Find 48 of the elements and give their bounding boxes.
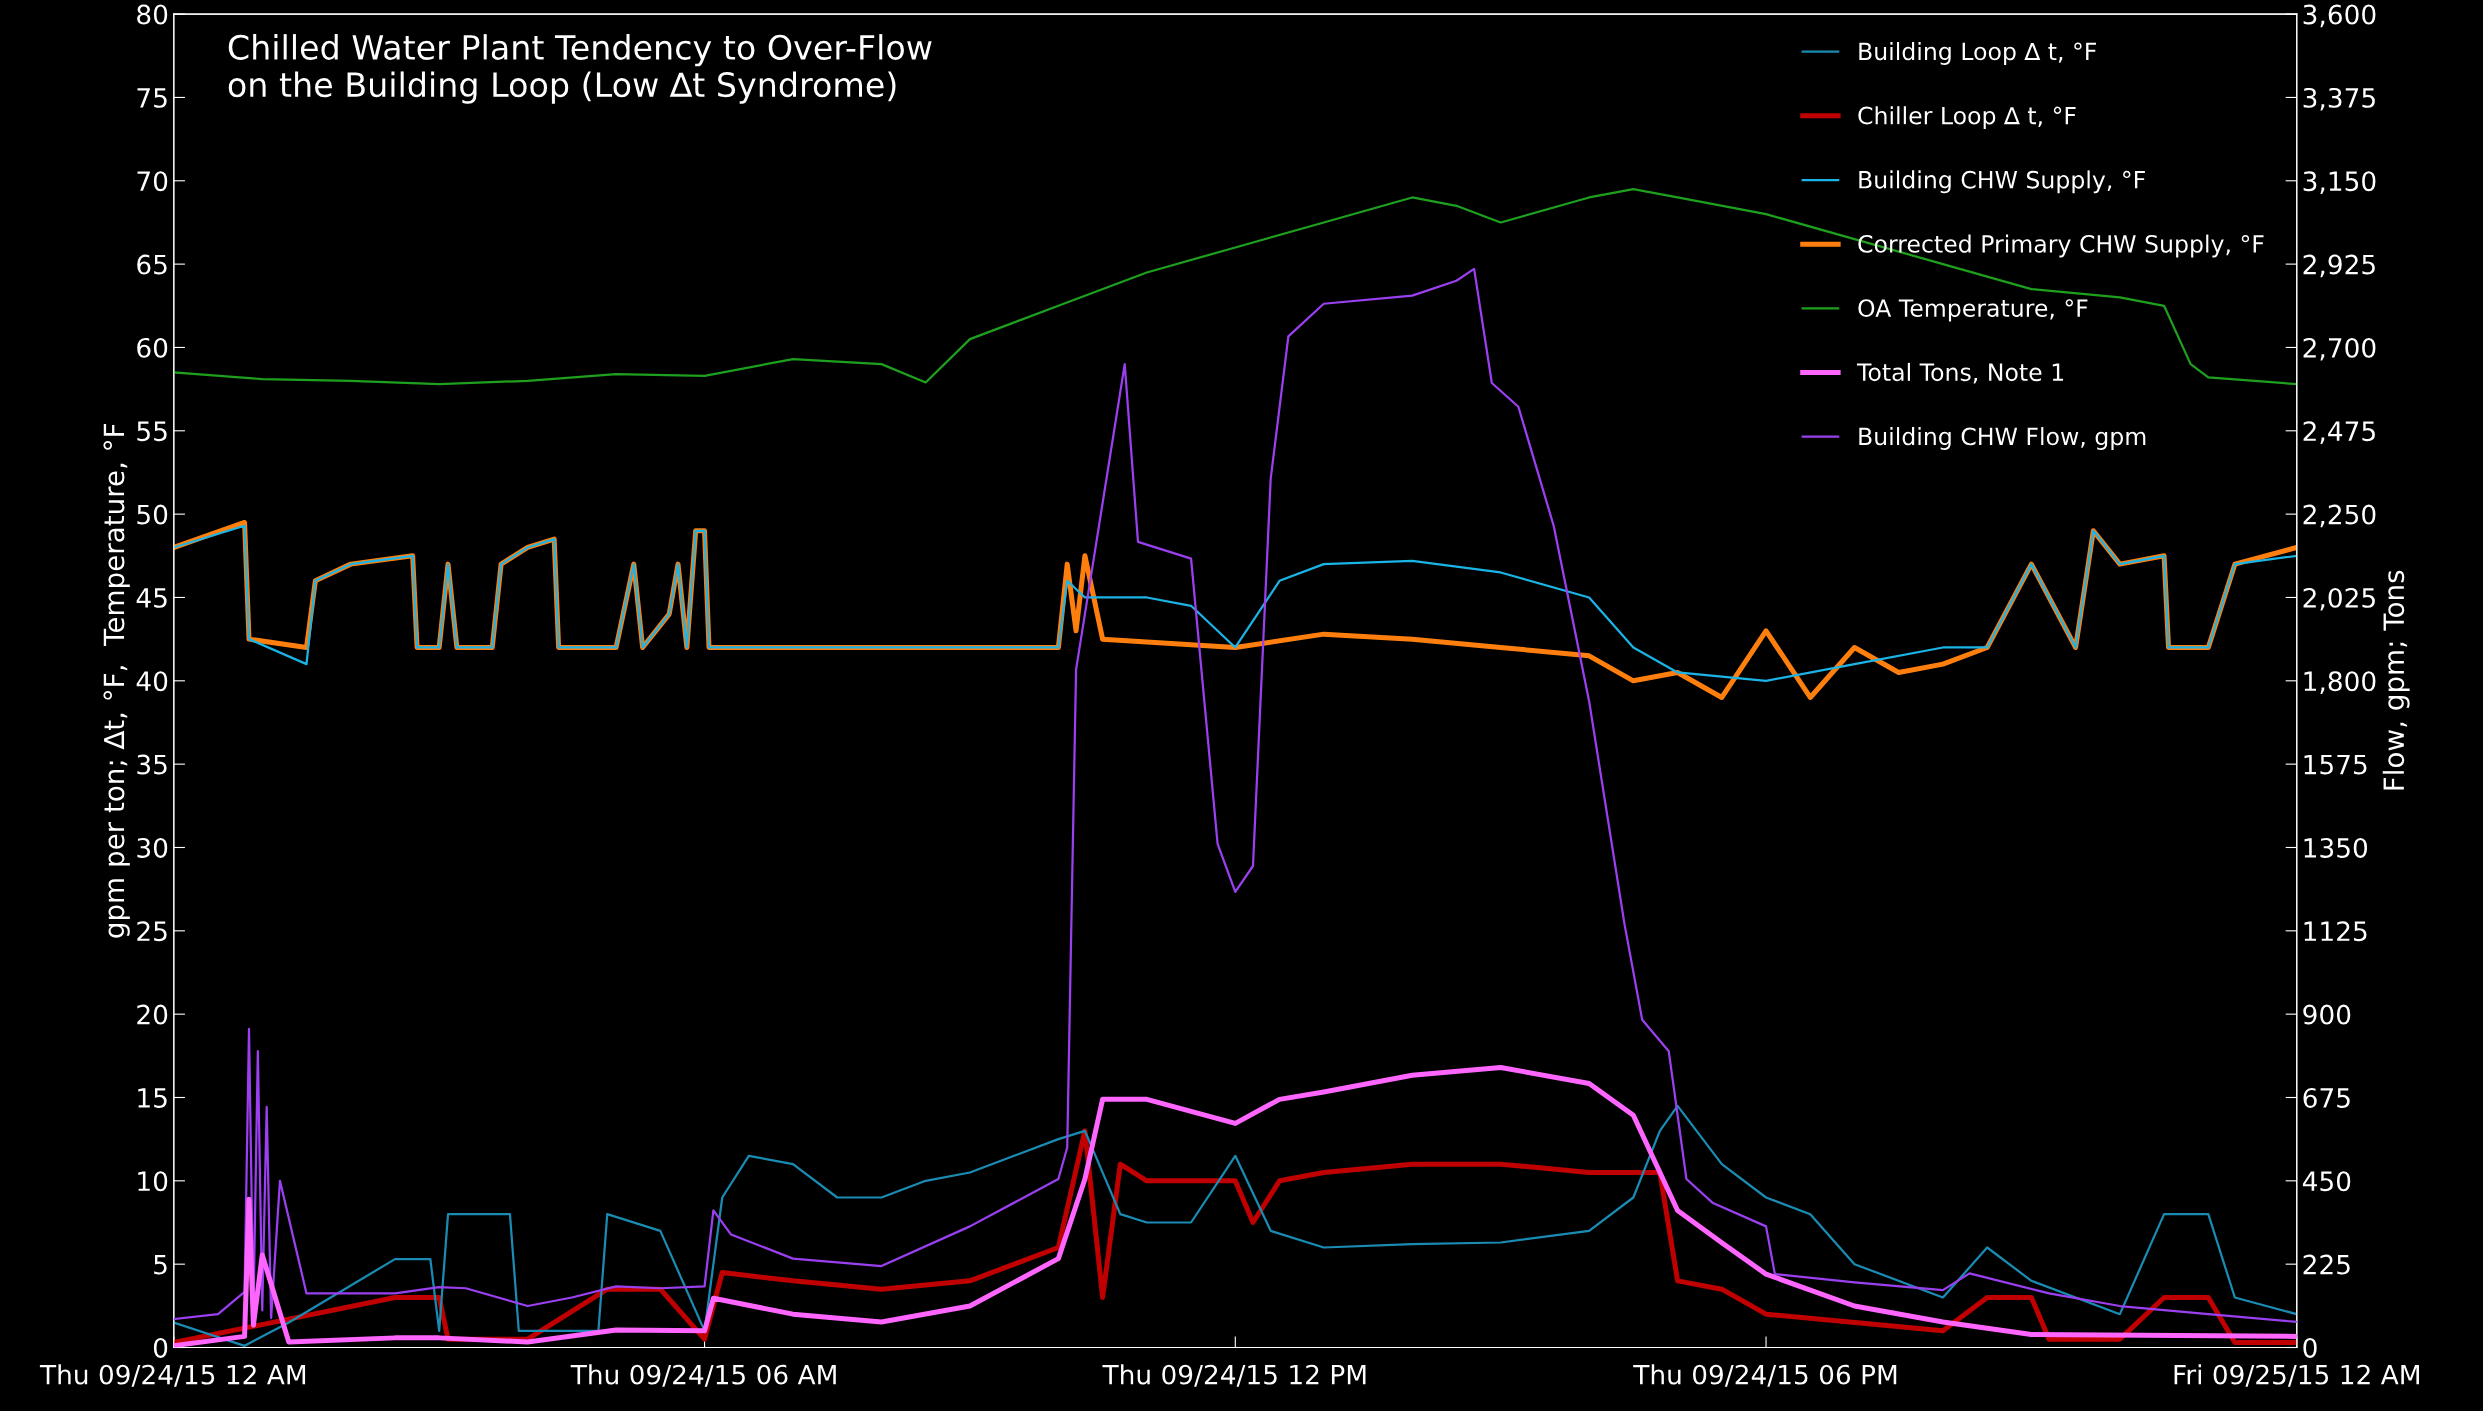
y2-tick-label: 2,475 [2303, 421, 2375, 444]
y-tick-label: 20 [137, 1004, 168, 1025]
y2-tick-label: 3,600 [2303, 4, 2376, 28]
x-tick-label: Thu 09/24/15 06 PM [1633, 1364, 1897, 1387]
x-tick-label: Fri 09/25/15 12 AM [2174, 1364, 2419, 1387]
y2-tick-label: 1575 [2304, 754, 2367, 775]
y2-tick-label: 1350 [2304, 837, 2368, 858]
y-tick-label: 0 [153, 1337, 168, 1358]
legend-label: Building CHW Flow, gpm [1859, 427, 2146, 450]
y-tick-label: 55 [137, 421, 167, 442]
y-tick-label: 80 [137, 4, 168, 25]
y-tick-label: 40 [136, 671, 168, 692]
y2-tick-label: 675 [2303, 1087, 2350, 1108]
y2-tick-label: 225 [2303, 1254, 2350, 1275]
y2-tick-label: 1125 [2304, 921, 2367, 942]
y-tick-label: 30 [137, 837, 168, 858]
y2-tick-label: 3,150 [2303, 171, 2376, 194]
y-tick-label: 50 [137, 504, 168, 525]
legend-label: Total Tons, Note 1 [1856, 362, 2064, 384]
y-axis-title: gpm per ton; ∆t, °F, Temperature, °F [103, 424, 130, 938]
y2-tick-label: 2,025 [2303, 587, 2375, 611]
y2-tick-label: 900 [2303, 1004, 2351, 1025]
y-tick-label: 65 [137, 254, 167, 275]
x-tick-label: Thu 09/24/15 12 AM [39, 1364, 306, 1387]
y-tick-label: 45 [136, 588, 167, 608]
text: Chilled Water Plant Tendency to Over-Flow on the Building Loop (Low ∆t Syndrome) [228, 34, 932, 104]
y2-tick-label: 1,800 [2304, 671, 2376, 694]
legend-label: Chiller Loop ∆ t, °F [1858, 106, 2076, 130]
y2-tick-label: 0 [2303, 1337, 2317, 1358]
y-tick-label: 25 [137, 921, 167, 942]
legend-label: Building Loop ∆ t, °F [1859, 42, 2097, 65]
y2-tick-label: 3,375 [2303, 87, 2375, 111]
y-tick-label: 60 [137, 337, 168, 358]
y-tick-label: 75 [137, 88, 167, 108]
y-tick-label: 15 [138, 1088, 167, 1108]
y-tick-label: 35 [137, 754, 167, 775]
y2-tick-label: 450 [2302, 1171, 2351, 1192]
y2-tick-label: 2,925 [2303, 254, 2375, 278]
y-tick-label: 5 [154, 1254, 167, 1275]
x-tick-label: Thu 09/24/15 06 AM [570, 1364, 836, 1387]
y2-tick-label: 2,700 [2303, 337, 2376, 361]
y2-tick-label: 2,250 [2303, 504, 2376, 528]
y-tick-label: 10 [138, 1171, 168, 1192]
y-tick-label: 70 [137, 171, 168, 192]
y2-axis-title: Flow, gpm; Tons [2382, 570, 2410, 790]
x-tick-label: Thu 09/24/15 12 PM [1102, 1364, 1366, 1387]
legend-label: OA Temperature, °F [1858, 299, 2088, 322]
legend-label: Building CHW Supply, °F [1859, 170, 2145, 194]
